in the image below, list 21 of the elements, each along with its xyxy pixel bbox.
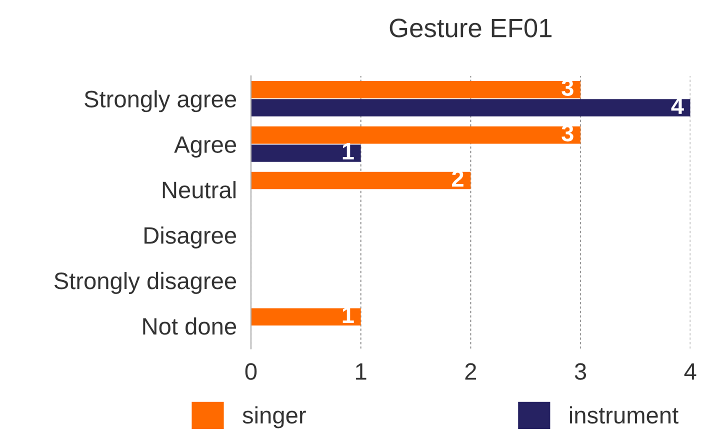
bar xyxy=(250,99,690,116)
y-tick-label: Strongly disagree xyxy=(54,272,236,294)
y-tick-label: Agree xyxy=(174,136,236,158)
bar xyxy=(250,126,580,144)
x-tick-label: 1 xyxy=(356,363,366,380)
x-tick-label: 2 xyxy=(465,363,476,380)
y-tick-label: Not done xyxy=(143,317,236,335)
y-tick-label: Neutral xyxy=(162,181,236,198)
bar xyxy=(250,172,471,190)
y-tick-label: Strongly agree xyxy=(84,90,236,112)
chart-title: Gesture EF01 xyxy=(390,18,552,38)
bar xyxy=(250,80,580,98)
bar xyxy=(250,144,361,162)
y-tick-label: Disagree xyxy=(144,226,236,248)
x-tick-label: 3 xyxy=(574,363,586,380)
data-label: 1 xyxy=(342,143,354,160)
x-tick-label: 0 xyxy=(245,363,257,380)
x-tick-label: 4 xyxy=(684,363,696,380)
legend-label: instrument xyxy=(570,406,678,424)
bar xyxy=(250,308,361,326)
legend-label: singer xyxy=(242,406,306,428)
